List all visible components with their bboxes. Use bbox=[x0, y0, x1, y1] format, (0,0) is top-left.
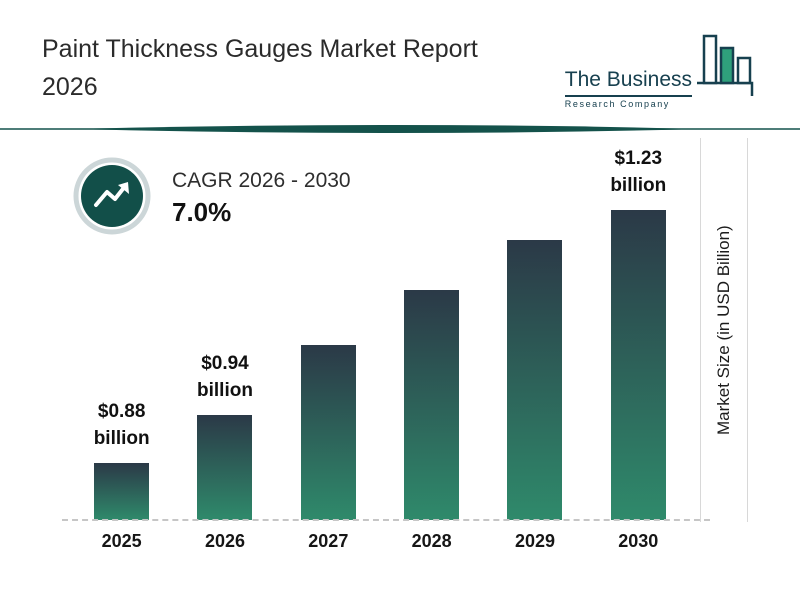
page-title-line2: 2026 bbox=[42, 73, 98, 101]
growth-arrow-icon bbox=[72, 156, 152, 241]
bar-2030 bbox=[610, 210, 666, 520]
y-axis-label: Market Size (in USD Billion) bbox=[714, 225, 733, 435]
x-tick-label: 2026 bbox=[204, 531, 245, 551]
bar-2029 bbox=[507, 240, 563, 520]
bar-group: $0.94 billion bbox=[175, 350, 275, 520]
bar-2026 bbox=[197, 415, 253, 520]
x-tick-label: 2027 bbox=[308, 531, 349, 551]
bar-2025 bbox=[94, 463, 150, 520]
x-ticks-row: 2025 2026 2027 2028 2029 2030 bbox=[70, 531, 690, 552]
bar-value-label: $0.94 billion bbox=[197, 352, 253, 402]
bar-group bbox=[382, 280, 482, 520]
bar-group: $0.88 billion bbox=[72, 398, 172, 520]
cagr-block: CAGR 2026 - 2030 7.0% bbox=[72, 156, 351, 241]
bar-chart-logo-icon bbox=[696, 34, 760, 103]
bar-2027 bbox=[300, 345, 356, 520]
divider-line bbox=[0, 120, 800, 138]
bar-value-label: $1.23 billion bbox=[610, 147, 667, 197]
logo-name: The Business bbox=[564, 68, 692, 97]
bar-group: $1.23 billion bbox=[588, 145, 688, 520]
page-title: Paint Thickness Gauges Market Report 202… bbox=[42, 30, 562, 106]
cagr-value: 7.0% bbox=[172, 197, 232, 227]
cagr-texts: CAGR 2026 - 2030 7.0% bbox=[172, 169, 351, 228]
bar-2028 bbox=[404, 290, 460, 520]
axis-gridline-left bbox=[700, 138, 701, 522]
x-tick-label: 2029 bbox=[514, 531, 555, 551]
bars-row: $0.88 billion $0.94 billion $1.23 billion bbox=[70, 140, 690, 520]
page-title-line1: Paint Thickness Gauges Market Report bbox=[42, 35, 478, 63]
axis-gridline-right bbox=[747, 138, 748, 522]
x-tick-label: 2030 bbox=[618, 531, 659, 551]
company-logo: The Business Research Company bbox=[564, 34, 760, 109]
company-logo-text: The Business Research Company bbox=[564, 68, 692, 109]
bar-group bbox=[278, 335, 378, 520]
x-tick-label: 2025 bbox=[101, 531, 142, 551]
bar-value-label: $0.88 billion bbox=[93, 400, 150, 450]
cagr-label: CAGR 2026 - 2030 bbox=[172, 169, 351, 192]
bar-group bbox=[485, 230, 585, 520]
x-tick-label: 2028 bbox=[411, 531, 452, 551]
logo-subtitle: Research Company bbox=[564, 99, 670, 109]
chart-baseline bbox=[62, 519, 710, 521]
